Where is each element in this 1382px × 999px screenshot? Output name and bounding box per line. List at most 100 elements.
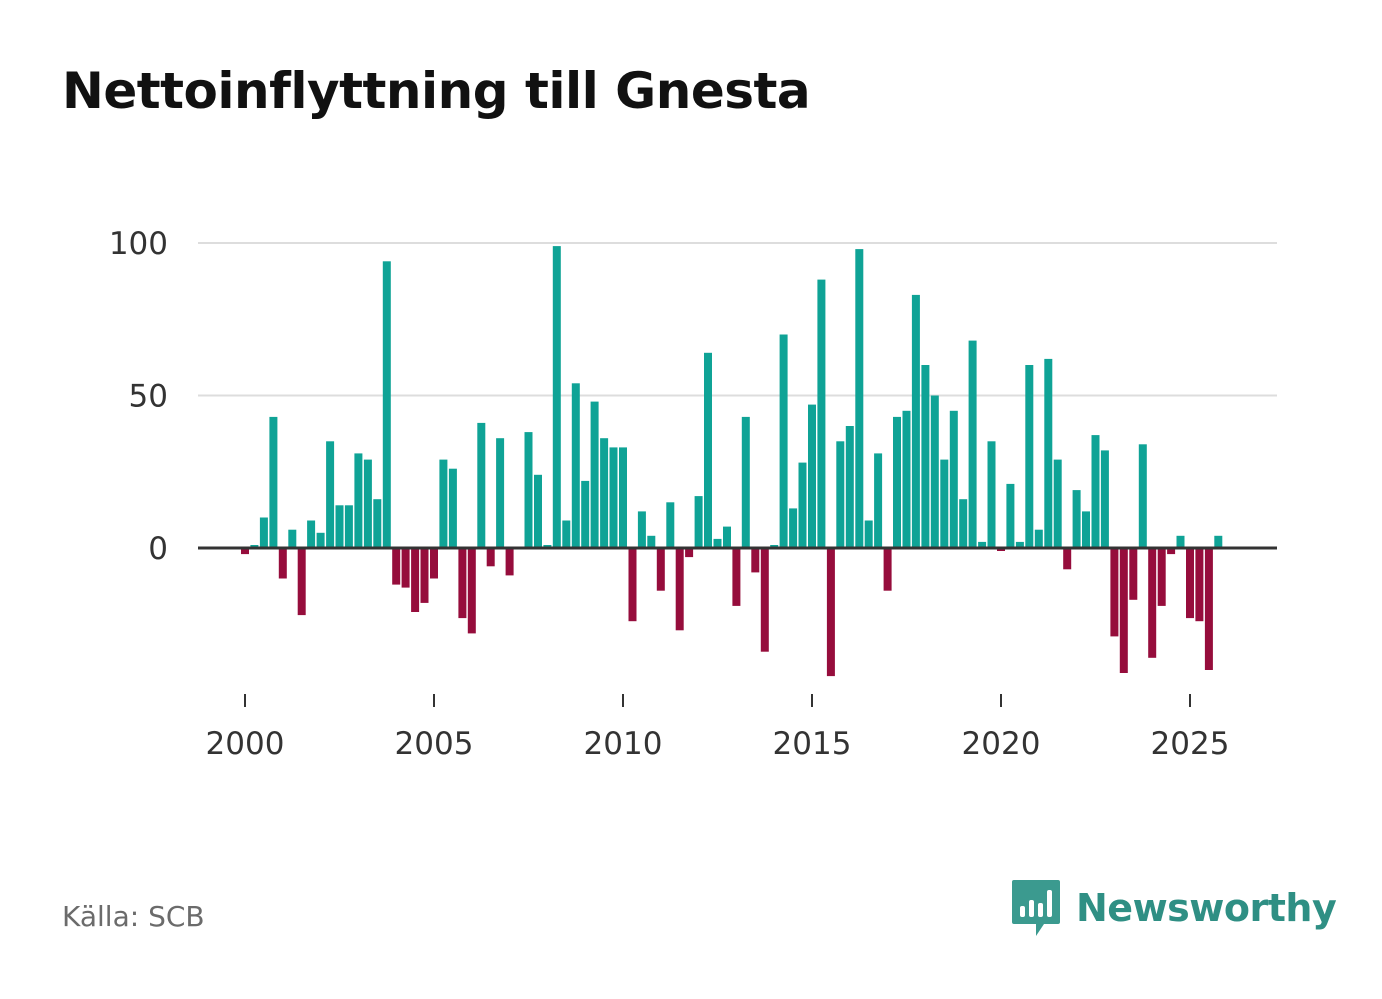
- bar-31: [524, 432, 533, 548]
- bar-35: [562, 520, 571, 548]
- bar-68: [874, 453, 883, 548]
- bar-91: [1091, 435, 1100, 548]
- bar-65: [845, 426, 854, 548]
- bar-16: [382, 261, 391, 548]
- bar-7: [297, 548, 306, 616]
- bar-76: [949, 410, 958, 549]
- bar-14: [363, 459, 372, 548]
- bar-64: [836, 441, 845, 549]
- bar-27: [486, 548, 495, 567]
- bar-70: [893, 416, 901, 549]
- bar-79: [978, 541, 987, 548]
- x-tick-label-2020: 2020: [962, 726, 1041, 762]
- bar-85: [1034, 529, 1043, 548]
- bar-17: [392, 548, 401, 585]
- y-tick-label-100: 100: [109, 226, 168, 262]
- bar-24: [458, 548, 467, 619]
- bar-54: [741, 416, 750, 549]
- bar-8: [307, 520, 316, 548]
- bar-26: [477, 422, 486, 548]
- bar-47: [675, 548, 684, 631]
- bar-48: [685, 548, 694, 558]
- brand-logo[interactable]: Newsworthy: [1010, 878, 1337, 938]
- bar-56: [760, 548, 769, 652]
- bar-19: [411, 548, 420, 612]
- bar-60: [798, 462, 807, 548]
- bar-5: [278, 548, 287, 579]
- bar-52: [723, 526, 731, 548]
- bar-37: [581, 480, 590, 548]
- bar-21: [430, 548, 438, 579]
- bar-62: [817, 279, 826, 548]
- bar-59: [789, 508, 798, 548]
- bar-93: [1110, 548, 1119, 637]
- bar-23: [448, 468, 457, 548]
- bar-88: [1063, 548, 1072, 570]
- bars: [241, 246, 1223, 677]
- x-tick-label-2005: 2005: [395, 726, 474, 762]
- bar-46: [666, 502, 675, 549]
- brand-name: Newsworthy: [1076, 886, 1337, 930]
- bar-90: [1082, 511, 1090, 548]
- bar-99: [1167, 548, 1176, 555]
- bar-20: [420, 548, 429, 603]
- bar-45: [656, 548, 665, 591]
- bar-69: [883, 548, 892, 591]
- bar-95: [1129, 548, 1138, 600]
- bar-86: [1044, 358, 1053, 548]
- bar-36: [571, 383, 580, 548]
- newsworthy-logo-icon: [1012, 880, 1060, 936]
- bar-97: [1148, 548, 1157, 658]
- bar-94: [1119, 548, 1128, 673]
- bar-104: [1214, 535, 1223, 548]
- bar-4: [269, 416, 278, 549]
- bar-43: [637, 511, 646, 548]
- bar-53: [732, 548, 741, 606]
- bar-9: [316, 532, 325, 549]
- bar-71: [902, 410, 911, 549]
- bar-40: [609, 447, 618, 548]
- bar-58: [779, 334, 788, 548]
- bar-92: [1100, 450, 1109, 548]
- bar-41: [619, 447, 627, 548]
- bar-12: [344, 505, 353, 548]
- bar-15: [373, 499, 382, 548]
- bar-61: [808, 404, 816, 548]
- bar-98: [1157, 548, 1166, 606]
- x-axis-ticks: 2000 2005 2010 2015 2020 2025: [206, 694, 1230, 762]
- bar-44: [647, 535, 656, 548]
- bar-11: [335, 505, 344, 548]
- bar-72: [911, 294, 920, 548]
- bar-39: [600, 438, 609, 548]
- grid-lines: [198, 242, 1277, 397]
- bar-67: [864, 520, 873, 548]
- y-axis-ticks: 0 50 100: [109, 226, 168, 567]
- bar-100: [1176, 535, 1185, 548]
- bar-18: [401, 548, 410, 588]
- bar-78: [968, 340, 977, 548]
- bar-87: [1053, 459, 1062, 548]
- bar-6: [288, 529, 297, 548]
- bar-103: [1204, 548, 1213, 670]
- bar-38: [590, 401, 599, 548]
- bar-25: [467, 548, 476, 634]
- bar-13: [354, 453, 363, 548]
- bar-83: [1015, 541, 1024, 548]
- bar-84: [1025, 365, 1034, 548]
- y-tick-label-50: 50: [129, 379, 168, 415]
- bar-74: [930, 395, 939, 548]
- bar-55: [751, 548, 760, 573]
- bar-96: [1138, 444, 1147, 548]
- bar-101: [1186, 548, 1194, 619]
- x-tick-label-2015: 2015: [773, 726, 852, 762]
- bar-63: [826, 548, 835, 677]
- bar-10: [326, 441, 335, 549]
- x-tick-label-2025: 2025: [1151, 726, 1230, 762]
- bar-3: [259, 517, 268, 548]
- bar-50: [704, 352, 712, 548]
- bar-82: [1006, 483, 1015, 548]
- y-tick-label-0: 0: [148, 531, 168, 567]
- bar-34: [552, 246, 561, 548]
- bar-66: [855, 249, 864, 548]
